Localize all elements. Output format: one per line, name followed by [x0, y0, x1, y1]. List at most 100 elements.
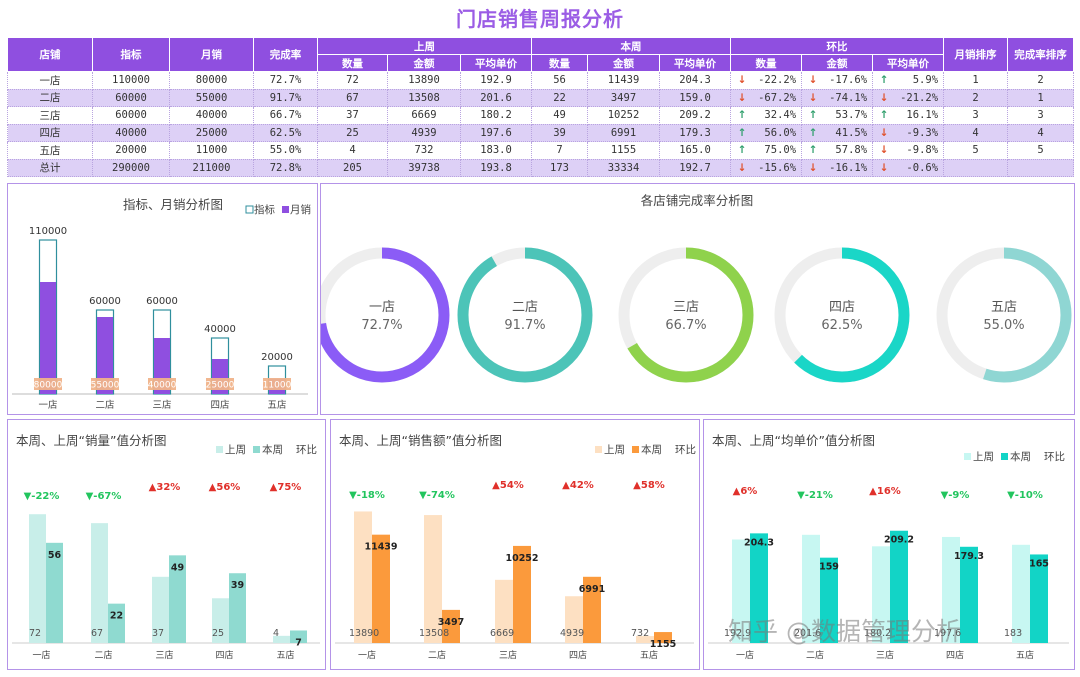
- cell-lw-qty[interactable]: 67: [317, 88, 388, 107]
- header-target[interactable]: 指标: [92, 37, 170, 72]
- cell-lw-amount[interactable]: 39738: [387, 158, 461, 177]
- header-rank-sales[interactable]: 月销排序: [943, 37, 1009, 72]
- cell-mom-qty[interactable]: ↑ 32.4%: [730, 106, 803, 125]
- cell-lw-amount[interactable]: 4939: [387, 123, 461, 142]
- cell-mom-qty[interactable]: ↓ -15.6%: [730, 158, 803, 177]
- cell-tw-qty[interactable]: 7: [531, 141, 589, 160]
- cell-tw-avg[interactable]: 192.7: [659, 158, 732, 177]
- cell-mom-qty[interactable]: ↓ -67.2%: [730, 88, 803, 107]
- header-rank-rate[interactable]: 完成率排序: [1007, 37, 1075, 72]
- cell-lw-amount[interactable]: 732: [387, 141, 461, 160]
- cell-mom-qty[interactable]: ↑ 56.0%: [730, 123, 803, 142]
- cell-tw-avg[interactable]: 165.0: [659, 141, 732, 160]
- cell-mom-qty[interactable]: ↓ -22.2%: [730, 71, 803, 90]
- cell-lw-qty[interactable]: 37: [317, 106, 388, 125]
- cell-target[interactable]: 20000: [92, 141, 170, 160]
- cell-rank-sales[interactable]: 1: [943, 71, 1009, 90]
- cell-store[interactable]: 三店: [7, 106, 93, 125]
- table-row[interactable]: 二店 60000 55000 91.7% 67 13508 201.6 22 3497 159.0…: [7, 88, 1075, 107]
- table-row[interactable]: 总计 290000 211000 72.8% 205 39738 193.8 173 33334…: [7, 158, 1075, 177]
- cell-monthly[interactable]: 40000: [169, 106, 254, 125]
- cell-lw-qty[interactable]: 25: [317, 123, 388, 142]
- cell-monthly[interactable]: 211000: [169, 158, 254, 177]
- cell-tw-avg[interactable]: 209.2: [659, 106, 732, 125]
- cell-mom-avg[interactable]: ↓ -9.3%: [872, 123, 945, 142]
- header-tw-qty[interactable]: 数量: [531, 54, 589, 72]
- cell-monthly[interactable]: 80000: [169, 71, 254, 90]
- cell-tw-amount[interactable]: 3497: [587, 88, 661, 107]
- cell-store[interactable]: 总计: [7, 158, 93, 177]
- cell-rank-sales[interactable]: [943, 158, 1009, 177]
- cell-tw-amount[interactable]: 1155: [587, 141, 661, 160]
- cell-tw-qty[interactable]: 39: [531, 123, 589, 142]
- cell-tw-avg[interactable]: 179.3: [659, 123, 732, 142]
- cell-target[interactable]: 40000: [92, 123, 170, 142]
- cell-mom-amount[interactable]: ↑ 41.5%: [801, 123, 874, 142]
- cell-target[interactable]: 290000: [92, 158, 170, 177]
- cell-lw-amount[interactable]: 6669: [387, 106, 461, 125]
- cell-lw-qty[interactable]: 205: [317, 158, 388, 177]
- cell-lw-qty[interactable]: 4: [317, 141, 388, 160]
- cell-lw-avg[interactable]: 180.2: [459, 106, 533, 125]
- cell-tw-qty[interactable]: 56: [531, 71, 589, 90]
- cell-mom-amount[interactable]: ↓ -74.1%: [801, 88, 874, 107]
- cell-rank-sales[interactable]: 2: [943, 88, 1009, 107]
- cell-rank-rate[interactable]: 2: [1007, 71, 1075, 90]
- cell-rank-sales[interactable]: 3: [943, 106, 1009, 125]
- cell-monthly[interactable]: 25000: [169, 123, 254, 142]
- cell-rank-rate[interactable]: 4: [1007, 123, 1075, 142]
- cell-rate[interactable]: 62.5%: [253, 123, 318, 142]
- cell-monthly[interactable]: 55000: [169, 88, 254, 107]
- header-lw-avg[interactable]: 平均单价: [459, 54, 533, 72]
- cell-tw-amount[interactable]: 11439: [587, 71, 661, 90]
- cell-lw-qty[interactable]: 72: [317, 71, 388, 90]
- cell-store[interactable]: 五店: [7, 141, 93, 160]
- table-row[interactable]: 五店 20000 11000 55.0% 4 732 183.0 7 1155 165.0 ↑ 75.…: [7, 141, 1075, 160]
- cell-store[interactable]: 二店: [7, 88, 93, 107]
- cell-tw-amount[interactable]: 33334: [587, 158, 661, 177]
- cell-target[interactable]: 60000: [92, 106, 170, 125]
- header-tw-amount[interactable]: 金额: [587, 54, 661, 72]
- table-row[interactable]: 一店 110000 80000 72.7% 72 13890 192.9 56 11439 204…: [7, 71, 1075, 90]
- cell-rate[interactable]: 72.7%: [253, 71, 318, 90]
- cell-mom-avg[interactable]: ↑ 5.9%: [872, 71, 945, 90]
- cell-rank-sales[interactable]: 5: [943, 141, 1009, 160]
- cell-rank-sales[interactable]: 4: [943, 123, 1009, 142]
- cell-rank-rate[interactable]: [1007, 158, 1075, 177]
- table-row[interactable]: 三店 60000 40000 66.7% 37 6669 180.2 49 10252 209.2…: [7, 106, 1075, 125]
- cell-rate[interactable]: 66.7%: [253, 106, 318, 125]
- header-last-week[interactable]: 上周: [316, 37, 533, 55]
- cell-tw-amount[interactable]: 6991: [587, 123, 661, 142]
- header-mom-qty[interactable]: 数量: [730, 54, 803, 72]
- cell-mom-qty[interactable]: ↑ 75.0%: [730, 141, 803, 160]
- cell-mom-amount[interactable]: ↓ -17.6%: [801, 71, 874, 90]
- cell-lw-avg[interactable]: 201.6: [459, 88, 533, 107]
- cell-mom-amount[interactable]: ↑ 53.7%: [801, 106, 874, 125]
- header-lw-qty[interactable]: 数量: [317, 54, 388, 72]
- header-mom-amount[interactable]: 金额: [801, 54, 874, 72]
- header-this-week[interactable]: 本周: [531, 37, 732, 55]
- cell-rank-rate[interactable]: 1: [1007, 88, 1075, 107]
- cell-rate[interactable]: 91.7%: [253, 88, 318, 107]
- cell-tw-qty[interactable]: 22: [531, 88, 589, 107]
- cell-mom-avg[interactable]: ↓ -9.8%: [872, 141, 945, 160]
- cell-mom-amount[interactable]: ↑ 57.8%: [801, 141, 874, 160]
- cell-lw-avg[interactable]: 197.6: [459, 123, 533, 142]
- cell-tw-amount[interactable]: 10252: [587, 106, 661, 125]
- cell-lw-avg[interactable]: 183.0: [459, 141, 533, 160]
- cell-target[interactable]: 60000: [92, 88, 170, 107]
- cell-rank-rate[interactable]: 5: [1007, 141, 1075, 160]
- cell-rank-rate[interactable]: 3: [1007, 106, 1075, 125]
- cell-mom-avg[interactable]: ↓ -21.2%: [872, 88, 945, 107]
- cell-rate[interactable]: 72.8%: [253, 158, 318, 177]
- cell-store[interactable]: 四店: [7, 123, 93, 142]
- header-mom-avg[interactable]: 平均单价: [872, 54, 945, 72]
- cell-tw-qty[interactable]: 49: [531, 106, 589, 125]
- cell-tw-avg[interactable]: 204.3: [659, 71, 732, 90]
- cell-target[interactable]: 110000: [92, 71, 170, 90]
- header-store[interactable]: 店铺: [7, 37, 93, 72]
- cell-store[interactable]: 一店: [7, 71, 93, 90]
- cell-mom-avg[interactable]: ↑ 16.1%: [872, 106, 945, 125]
- header-tw-avg[interactable]: 平均单价: [659, 54, 732, 72]
- cell-mom-amount[interactable]: ↓ -16.1%: [801, 158, 874, 177]
